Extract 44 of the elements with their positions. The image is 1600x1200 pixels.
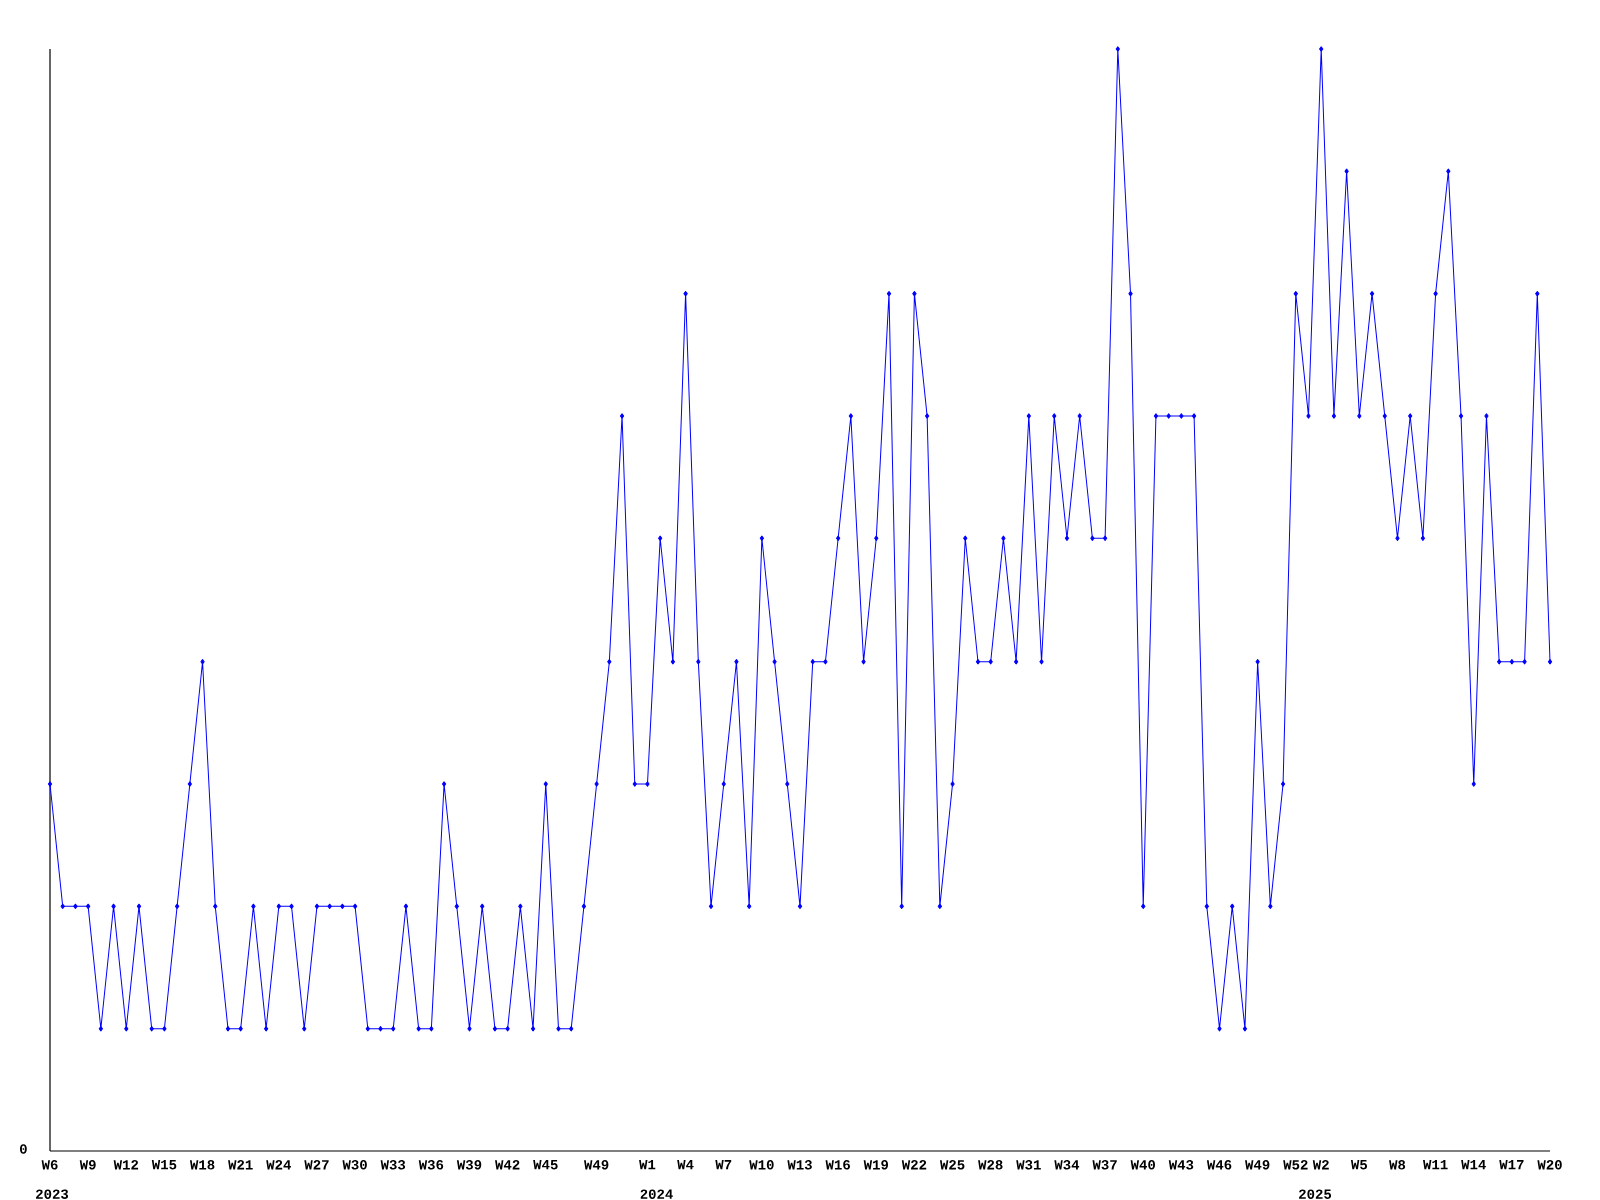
x-tick-label: W22 <box>901 1160 927 1170</box>
x-tick-label: W21 <box>228 1160 253 1170</box>
x-tick-label: W46 <box>1206 1160 1232 1170</box>
x-tick-label: W16 <box>825 1160 850 1170</box>
x-tick-label: W30 <box>342 1160 367 1170</box>
x-tick-label: W17 <box>1499 1160 1524 1170</box>
x-tick-label: W20 <box>1537 1160 1562 1170</box>
x-tick-label: W45 <box>533 1160 558 1170</box>
text: 2025 <box>1299 1189 1332 1199</box>
x-tick-label: W1 <box>639 1160 656 1170</box>
x-tick-label: W49 <box>1245 1160 1270 1170</box>
x-tick-label: W31 <box>1016 1160 1041 1170</box>
x-tick-label: W5 <box>1350 1160 1368 1170</box>
x-tick-label: W15 <box>151 1160 177 1170</box>
x-tick-label: W52 <box>1283 1160 1308 1170</box>
x-tick-label: W19 <box>863 1160 889 1170</box>
text: 2024 <box>640 1189 673 1199</box>
x-tick-label: W36 <box>418 1160 444 1170</box>
x-tick-label: W49 <box>584 1160 609 1170</box>
x-tick-label: W25 <box>939 1160 965 1170</box>
x-tick-label: W34 <box>1054 1160 1080 1170</box>
x-tick-label: W6 <box>41 1160 58 1170</box>
x-tick-label: W4 <box>677 1160 694 1170</box>
x-tick-label: W39 <box>456 1160 482 1170</box>
x-tick-label: W10 <box>749 1160 774 1170</box>
x-tick-label: W37 <box>1092 1160 1117 1170</box>
x-tick-label: W33 <box>380 1160 406 1170</box>
x-tick-label: W18 <box>189 1160 215 1170</box>
x-tick-label: W28 <box>978 1160 1003 1170</box>
x-tick-label: W40 <box>1130 1160 1156 1170</box>
x-tick-label: W27 <box>304 1160 329 1170</box>
x-tick-label: W2 <box>1312 1160 1329 1170</box>
text: 0 <box>19 1144 27 1154</box>
x-tick-label: W8 <box>1389 1160 1406 1170</box>
x-tick-label: W9 <box>79 1160 96 1170</box>
x-tick-label: W13 <box>787 1160 812 1170</box>
x-tick-label: W7 <box>715 1160 732 1170</box>
x-tick-label: W42 <box>495 1160 520 1170</box>
x-tick-label: W43 <box>1168 1160 1194 1170</box>
x-tick-label: W24 <box>266 1160 291 1170</box>
x-tick-label: W14 <box>1461 1160 1486 1170</box>
x-tick-label: W12 <box>113 1160 139 1170</box>
x-tick-label: W11 <box>1423 1160 1448 1170</box>
text: 2023 <box>36 1189 69 1199</box>
